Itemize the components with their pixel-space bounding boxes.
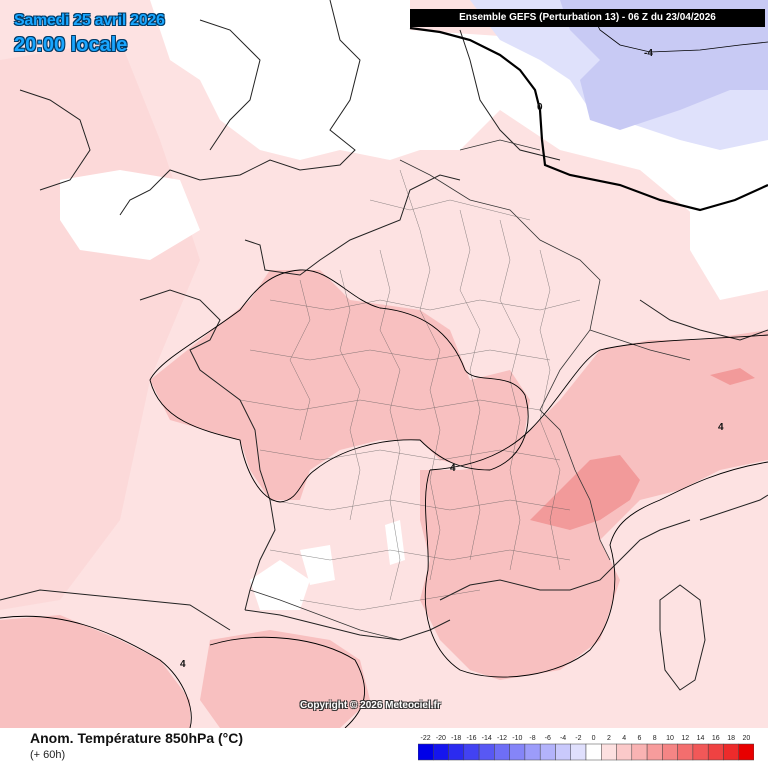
anomaly-field-pos6-alps [530, 455, 640, 530]
legend-label: -4 [560, 735, 566, 742]
copyright-text: Copyright © 2026 Meteociel.fr [300, 700, 441, 711]
legend-swatch [646, 743, 663, 761]
legend-label: 18 [727, 735, 735, 742]
legend-swatch [524, 743, 541, 761]
legend-label: 20 [743, 735, 751, 742]
contour-label-four-central: 4 [450, 463, 456, 474]
legend-swatch [570, 743, 587, 761]
contour-label-four-southwest: 4 [180, 659, 186, 670]
legend-label: 4 [622, 735, 626, 742]
legend-label: 6 [638, 735, 642, 742]
contour-label-four-east: 4 [718, 422, 724, 433]
legend-label: 2 [607, 735, 611, 742]
legend-swatch [662, 743, 678, 761]
legend-swatch [677, 743, 694, 761]
legend-swatch [433, 743, 449, 761]
legend-label: 16 [712, 735, 720, 742]
forecast-hour: (+ 60h) [30, 749, 66, 761]
legend-swatch [478, 743, 495, 761]
legend-label: 14 [697, 735, 705, 742]
legend-swatch [616, 743, 633, 761]
contour-lines [0, 9, 768, 728]
legend-swatch [723, 743, 740, 761]
legend-swatch [601, 743, 617, 761]
legend-swatch [555, 743, 572, 761]
legend-label: -18 [451, 735, 461, 742]
legend-swatch [509, 743, 526, 761]
anomaly-field-pos6-italy [710, 368, 755, 385]
anomaly-neutral-south [385, 520, 405, 565]
legend-label: -6 [545, 735, 551, 742]
contour-pos4-southwest [0, 615, 192, 728]
legend-swatch [631, 743, 648, 761]
anomaly-neutral-southwest [250, 560, 310, 610]
anomaly-neutral-central-south [300, 545, 335, 585]
anomaly-map: -4 0 4 4 4 [0, 0, 768, 728]
legend-swatch [707, 743, 724, 761]
legend-swatch [494, 743, 510, 761]
date-title: Samedi 25 avril 2026 [14, 12, 165, 29]
legend-swatch [692, 743, 709, 761]
legend-swatch [418, 743, 434, 761]
legend-swatch [738, 743, 754, 761]
contour-pos4-west [149, 269, 529, 503]
legend-label: -22 [421, 735, 431, 742]
legend-label: -12 [497, 735, 507, 742]
legend-swatch [539, 743, 556, 761]
contour-neg4 [589, 9, 768, 53]
country-borders [249, 139, 691, 641]
legend-label: -14 [482, 735, 492, 742]
legend-label: 12 [681, 735, 689, 742]
anomaly-field-pos4-iberia [200, 630, 370, 728]
field-title: Anom. Température 850hPa (°C) [30, 730, 244, 746]
legend-swatch [448, 743, 465, 761]
contour-pos4-iberia [209, 636, 366, 728]
legend-label: -10 [512, 735, 522, 742]
contour-zero [409, 26, 768, 212]
anomaly-neutral-channel [60, 170, 200, 260]
legend-label: 8 [653, 735, 657, 742]
legend-label: 0 [592, 735, 596, 742]
legend-swatch [585, 743, 602, 761]
footer: Anom. Température 850hPa (°C) (+ 60h) -2… [0, 728, 768, 768]
anomaly-neutral-north [150, 0, 768, 220]
coastlines [0, 0, 768, 691]
legend-label: -2 [575, 735, 581, 742]
legend-swatch [463, 743, 480, 761]
legend-label: -8 [529, 735, 535, 742]
legend-label: 10 [666, 735, 674, 742]
anomaly-field-neg4 [560, 0, 768, 130]
legend-label: -20 [436, 735, 446, 742]
legend-label: -16 [466, 735, 476, 742]
department-borders [239, 169, 581, 611]
color-legend: -22 -20 -18 -16 -14 -12 -10 -8 -6 -4 -2 0 2 4 6 8 10 12 14… [418, 735, 754, 761]
anomaly-neutral-east [690, 120, 768, 300]
anomaly-field-pos4-southwest-sea [0, 615, 190, 728]
map-area: -4 0 4 4 4 Samedi 25 avril 2026 20:00 lo… [0, 0, 768, 728]
time-title: 20:00 locale [14, 34, 128, 56]
contour-pos4-southeast [424, 334, 768, 678]
contour-label-zero: 0 [537, 102, 543, 113]
model-banner: Ensemble GEFS (Perturbation 13) - 06 Z d… [410, 9, 765, 27]
contour-label-neg4: -4 [644, 48, 653, 59]
